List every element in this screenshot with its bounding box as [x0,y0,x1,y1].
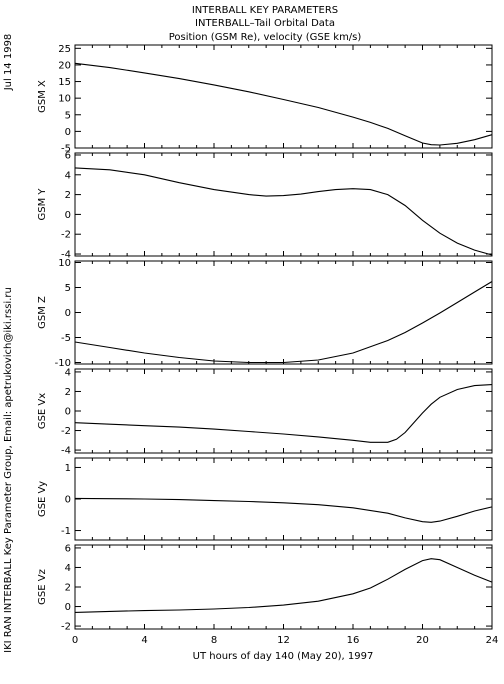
y-tick-label: 0 [65,495,71,506]
panel-y-label: GSM X [37,80,48,113]
panel-frame [74,44,493,149]
x-axis: 0 4 8 12 16 20 24 [72,635,499,646]
y-tick-label: 4 [65,170,71,181]
panel-frame [74,152,493,257]
x-tick-label: 12 [277,635,290,646]
x-tick-label: 4 [141,635,147,646]
y-tick-label: -10 [55,358,71,369]
panel-frame [74,544,493,630]
panel-y-label: GSE Vy [37,481,48,517]
side-credit-label: IKI RAN INTERBALL Key Parameter Group, E… [3,287,14,653]
title-line-1: INTERBALL KEY PARAMETERS [192,5,338,16]
x-tick-label: 20 [416,635,429,646]
y-tick-label: -2 [61,622,71,633]
y-tick-label: 0 [65,308,71,319]
y-tick-label: 0 [65,602,71,613]
y-tick-label: -2 [61,426,71,437]
y-tick-label: -5 [61,333,71,344]
y-tick-label: -5 [61,144,71,155]
y-tick-label: 4 [65,563,71,574]
y-tick-label: 6 [65,543,71,554]
side-date-label: Jul 14 1998 [3,34,14,92]
panel-gsm-y: -4 -2 0 2 4 6 GSM Y [37,150,493,261]
y-tick-label: 2 [65,387,71,398]
x-tick-label: 16 [347,635,360,646]
y-tick-label: 1 [65,463,71,474]
y-tick-label: 0 [65,407,71,418]
y-tick-label: -4 [61,446,71,457]
y-tick-label: -4 [61,250,71,261]
panel-gsm-x: -5 0 5 10 15 20 25 GSM X [37,44,493,155]
series-line [74,281,493,364]
panel-y-label: GSM Z [37,296,48,329]
y-tick-label: 5 [65,110,71,121]
y-tick-label: 4 [65,367,71,378]
y-tick-label: -1 [61,526,71,537]
panel-gsm-z: -10 -5 0 5 10 GSM Z [37,258,493,369]
y-tick-label: 6 [65,150,71,161]
series-line [74,167,493,256]
y-tick-label: 2 [65,583,71,594]
panel-gse-vy: -1 0 1 GSE Vy [37,457,493,541]
panel-y-label: GSE Vx [37,393,48,429]
panel-gse-vz: -2 0 2 4 6 GSE Vz [37,543,493,633]
x-axis-label: UT hours of day 140 (May 20), 1997 [193,651,374,662]
y-tick-label: 10 [58,258,71,269]
series-line [74,384,493,443]
y-tick-label: -2 [61,230,71,241]
y-tick-label: 0 [65,210,71,221]
y-tick-label: 15 [58,77,71,88]
title-line-2: INTERBALL–Tail Orbital Data [195,18,335,29]
panel-frame [74,260,493,365]
x-tick-label: 24 [486,635,499,646]
series-line [74,62,493,146]
y-tick-label: 2 [65,190,71,201]
y-tick-label: 5 [65,283,71,294]
y-tick-label: 10 [58,94,71,105]
x-tick-label: 8 [211,635,217,646]
y-tick-label: 20 [58,60,71,71]
panel-y-label: GSE Vz [37,569,48,605]
panel-gse-vx: -4 -2 0 2 4 GSE Vx [37,367,493,457]
y-tick-label: 25 [58,44,71,55]
panel-frame [74,368,493,454]
series-line [74,558,493,613]
panel-y-label: GSM Y [37,188,48,221]
series-line [74,497,493,523]
y-tick-label: 0 [65,127,71,138]
x-tick-label: 0 [72,635,78,646]
title-line-3: Position (GSM Re), velocity (GSE km/s) [169,32,362,43]
